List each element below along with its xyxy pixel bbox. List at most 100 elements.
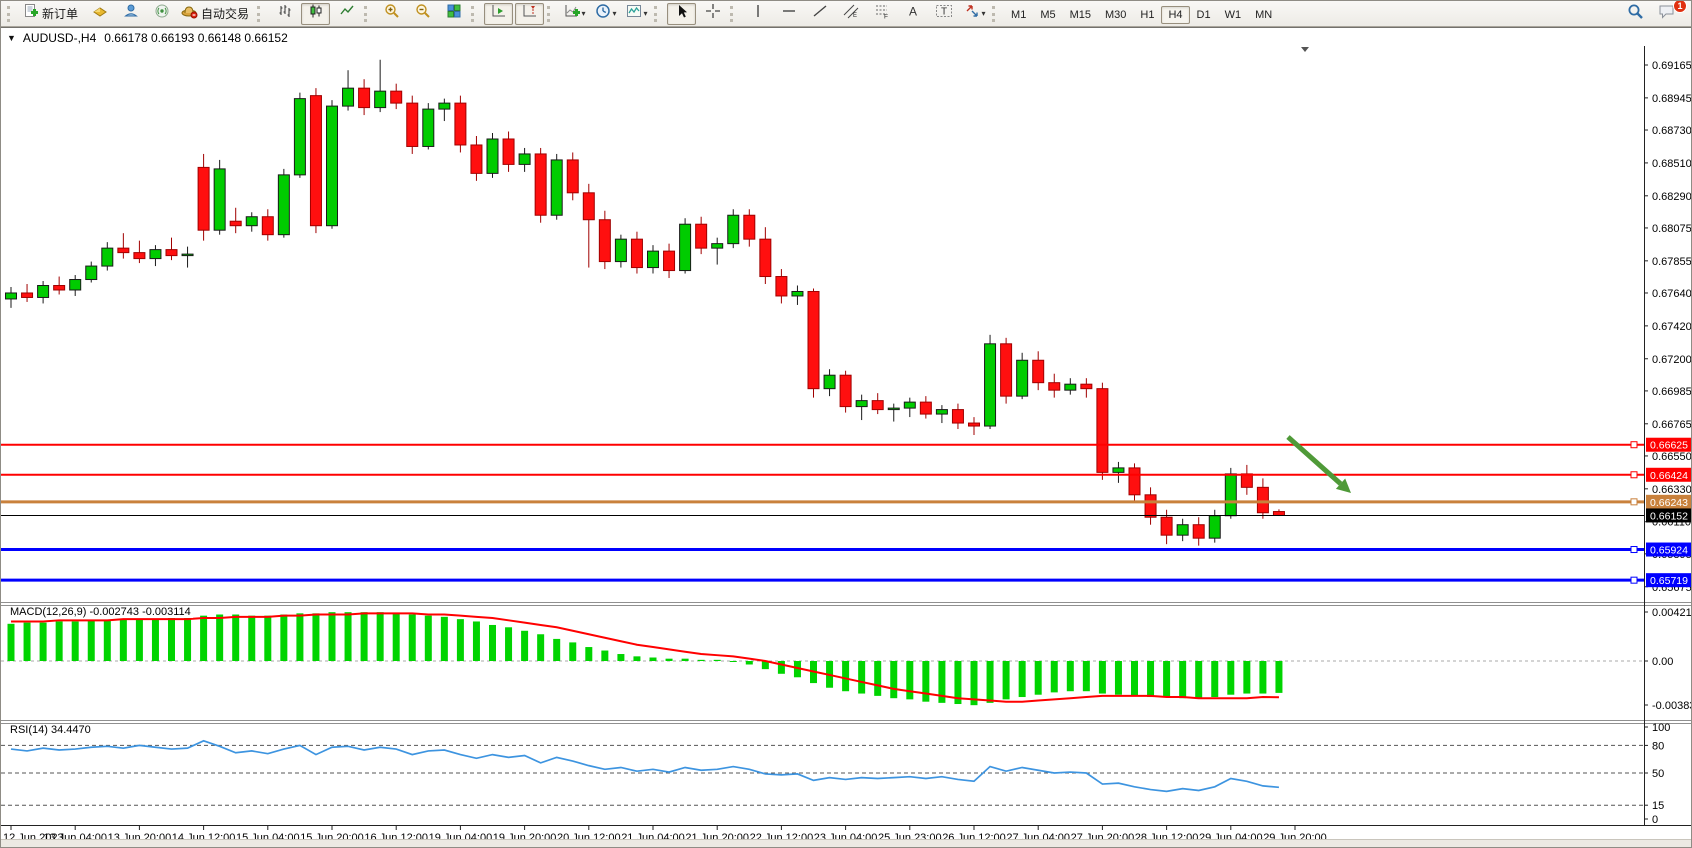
macd-bar [842,661,850,692]
macd-bar [232,614,240,661]
macd-bar [569,642,577,661]
community-button[interactable] [116,3,145,25]
price-badge-label: 0.66424 [1650,470,1688,482]
toolbar-grip[interactable] [992,5,999,22]
macd-bar [553,638,561,661]
macd-bar [376,612,384,661]
macd-bar [1002,661,1010,700]
text-button[interactable]: A [898,3,927,25]
signals-button[interactable] [147,3,176,25]
zoom-out-button[interactable] [408,3,437,25]
chart-shift-button[interactable] [515,2,545,25]
auto-scroll-button[interactable] [484,2,514,25]
chart-title-bar[interactable]: ▼ AUDUSD-,H4 0.66178 0.66193 0.66148 0.6… [1,29,1691,46]
search-button[interactable] [1621,3,1650,25]
algo-trading-hat-icon [181,3,198,24]
tile-windows-icon [446,3,462,24]
macd-bar [1114,661,1122,695]
candle-body [968,422,980,427]
macd-bar [392,613,400,661]
chart-menu-dropdown-icon[interactable]: ▼ [7,32,16,43]
price-axis-label: 0.69165 [1652,60,1692,72]
timeframe-button-h4[interactable]: H4 [1161,5,1190,24]
algo-trading-label: 自动交易 [201,7,250,21]
toolbar-grip[interactable] [471,5,478,22]
zoom-out-icon [415,3,431,24]
timeframe-button-m5[interactable]: M5 [1040,8,1056,21]
macd-bar [633,656,641,661]
candle-body [309,95,322,227]
timeframe-button-h1[interactable]: H1 [1140,8,1155,21]
toolbar-grip[interactable] [7,5,14,22]
notifications-button[interactable]: 1 [1652,1,1687,25]
indicators-button[interactable]: ▾ [560,3,589,25]
line-handle [1630,471,1638,479]
text-label-button[interactable]: T [929,3,958,25]
cursor-button[interactable] [667,2,697,25]
arrows-button[interactable]: ▾ [960,3,989,25]
chart-window: ▼ AUDUSD-,H4 0.66178 0.66193 0.66148 0.6… [1,27,1691,847]
toolbar-grip[interactable] [654,5,661,22]
candle-body [213,168,226,231]
macd-bar [296,613,304,661]
candle-body [807,290,820,390]
fibonacci-button[interactable]: F [867,3,896,25]
chart-shift-icon [522,3,538,24]
toolbar-grip[interactable] [547,5,554,22]
candle-body [711,243,724,249]
rsi-axis-label: 0 [1652,814,1658,826]
macd-bar [1227,661,1235,695]
zoom-in-button[interactable] [377,3,406,25]
algo-trading-button[interactable]: 自动交易 [178,3,254,25]
macd-bar [601,650,609,661]
candle-body [293,98,306,176]
templates-button[interactable]: ▾ [622,3,651,25]
trendline-button[interactable] [805,3,834,25]
toolbar-grip[interactable] [364,5,371,22]
periods-button[interactable]: ▾ [591,3,620,25]
macd-bar [184,617,192,661]
macd-bar [954,661,962,705]
bar-chart-button[interactable] [270,3,299,25]
macd-bar [103,620,111,661]
timeframe-group: M1 M5 M15 M30 H1 H4 D1 W1 MN [1004,5,1279,24]
rsi-line [10,739,1280,793]
vertical-line-button[interactable] [743,3,772,25]
candle-body [438,102,451,110]
chat-bubble-icon [1658,3,1676,25]
candlestick-chart-button[interactable] [301,2,331,25]
timeframe-button-m30[interactable]: M30 [1105,8,1127,21]
macd-bar [1195,661,1203,699]
timeframe-button-d1[interactable]: D1 [1196,8,1211,21]
price-badge-label: 0.66152 [1650,510,1688,522]
line-handle [1630,576,1638,584]
macd-bar [761,661,769,670]
crosshair-button[interactable] [698,3,727,25]
equidistant-channel-button[interactable]: E [836,3,865,25]
price-badge [1646,573,1691,588]
macd-bar [697,659,705,661]
timeframe-button-mn[interactable]: MN [1255,8,1273,21]
hlines-layer [1,441,1644,584]
timeframe-button-w1[interactable]: W1 [1224,8,1242,21]
timeframe-button-m1[interactable]: M1 [1011,8,1027,21]
toolbar-grip[interactable] [730,5,737,22]
tile-windows-button[interactable] [439,3,468,25]
toolbar-grip[interactable] [257,5,264,22]
line-chart-button[interactable] [332,3,361,25]
annotation-arrow-shaft [1286,435,1343,486]
macd-bar [424,615,432,661]
macd-bar [472,621,480,661]
signals-radio-icon [154,3,170,24]
price-chart-canvas[interactable]: 0.69165 0.68945 0.68730 0.68510 0.68290 0.680… [1,46,1692,848]
macd-bar [858,661,866,694]
candle-body [1192,524,1205,539]
market-depth-button[interactable] [85,3,114,25]
horizontal-line-button[interactable] [774,3,803,25]
macd-bar [1082,661,1090,692]
new-order-button[interactable]: 新订单 [20,3,83,25]
macd-bar [489,624,496,661]
timeframe-button-m15[interactable]: M15 [1069,8,1091,21]
candle-body [614,238,627,263]
bottom-edge-strip [1,839,1691,847]
